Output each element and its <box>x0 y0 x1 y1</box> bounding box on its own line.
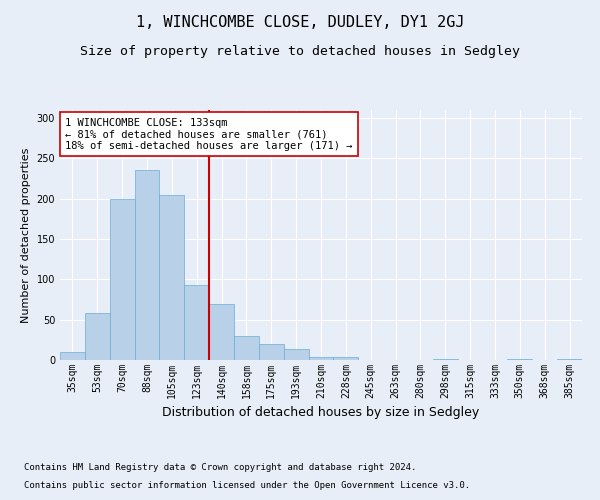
Bar <box>60 352 85 360</box>
Text: Size of property relative to detached houses in Sedgley: Size of property relative to detached ho… <box>80 45 520 58</box>
Bar <box>160 194 184 360</box>
Bar <box>508 359 532 360</box>
Text: 1 WINCHCOMBE CLOSE: 133sqm
← 81% of detached houses are smaller (761)
18% of sem: 1 WINCHCOMBE CLOSE: 133sqm ← 81% of deta… <box>65 118 353 150</box>
Y-axis label: Number of detached properties: Number of detached properties <box>21 148 31 322</box>
Bar <box>433 359 458 360</box>
Text: Contains public sector information licensed under the Open Government Licence v3: Contains public sector information licen… <box>24 481 470 490</box>
Bar <box>234 336 259 360</box>
Text: 1, WINCHCOMBE CLOSE, DUDLEY, DY1 2GJ: 1, WINCHCOMBE CLOSE, DUDLEY, DY1 2GJ <box>136 15 464 30</box>
Bar <box>334 357 358 360</box>
Bar <box>557 359 582 360</box>
Bar <box>85 313 110 360</box>
Bar <box>259 344 284 360</box>
Text: Contains HM Land Registry data © Crown copyright and database right 2024.: Contains HM Land Registry data © Crown c… <box>24 464 416 472</box>
Bar <box>284 348 308 360</box>
Bar <box>110 198 134 360</box>
Bar <box>308 357 334 360</box>
Bar <box>184 285 209 360</box>
X-axis label: Distribution of detached houses by size in Sedgley: Distribution of detached houses by size … <box>163 406 479 420</box>
Bar <box>209 304 234 360</box>
Bar <box>134 170 160 360</box>
